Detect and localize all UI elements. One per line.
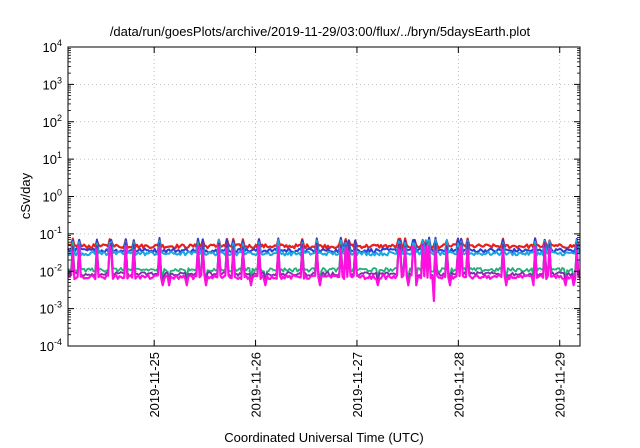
- y-tick-label: 103: [43, 75, 62, 92]
- y-axis: 10-4 10-3 10-2 10-1 100 101 102 103 104: [40, 38, 580, 354]
- series-line: [67, 238, 580, 257]
- x-tick-label: 2019-11-26: [249, 352, 264, 418]
- x-tick-label: 2019-11-29: [553, 352, 568, 418]
- series-line: [67, 244, 581, 303]
- y-tick-label: 104: [43, 38, 62, 55]
- x-axis-label: Coordinated Universal Time (UTC): [224, 430, 423, 445]
- y-tick-label: 10-2: [40, 262, 62, 279]
- y-axis-label: cSv/day: [18, 172, 33, 219]
- series-layer: [67, 236, 581, 303]
- x-tick-label: 2019-11-28: [451, 352, 466, 418]
- y-tick-label: 10-1: [40, 225, 62, 242]
- x-tick-label: 2019-11-25: [147, 352, 162, 418]
- y-tick-label: 100: [43, 188, 62, 205]
- series-line: [67, 241, 581, 295]
- y-tick-label: 102: [43, 113, 62, 130]
- y-tick-label: 101: [43, 150, 62, 167]
- series-line: [67, 237, 581, 250]
- x-tick-label: 2019-11-27: [350, 352, 365, 418]
- x-axis: 2019-11-25 2019-11-26 2019-11-27 2019-11-28…: [147, 47, 568, 418]
- chart-title: /data/run/goesPlots/archive/2019-11-29/0…: [110, 24, 531, 39]
- grid: [68, 47, 580, 346]
- series-line: [67, 236, 581, 254]
- series-line: [67, 241, 581, 279]
- y-tick-label: 10-4: [40, 337, 62, 354]
- y-tick-label: 10-3: [40, 300, 62, 317]
